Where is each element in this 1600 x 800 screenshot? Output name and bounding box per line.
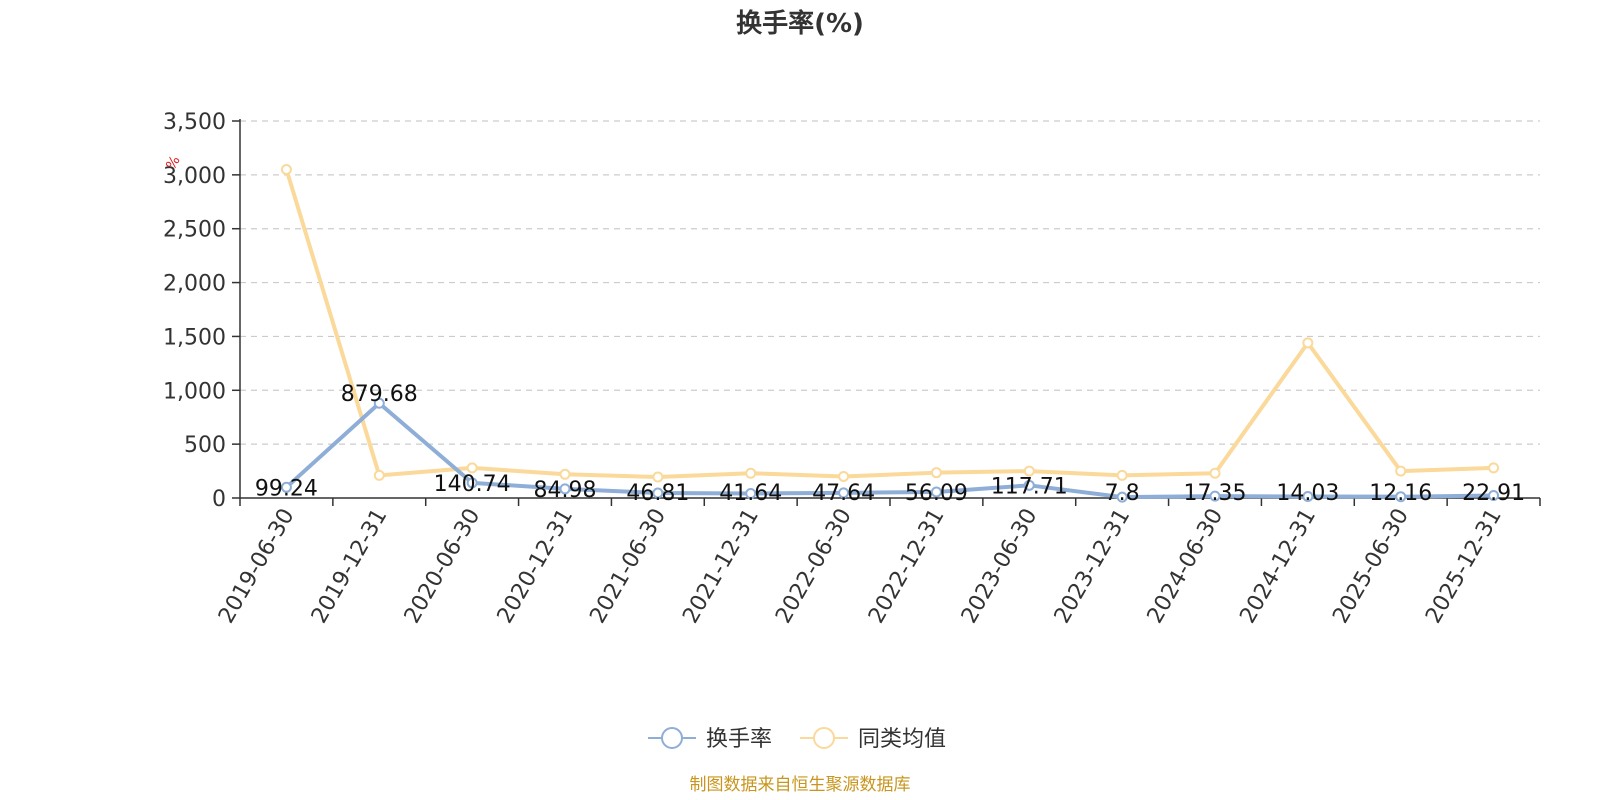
series-line-turnover — [285, 401, 1494, 500]
legend[interactable]: 换手率 同类均值 — [648, 727, 946, 752]
data-label-turnover: 56.09 — [905, 481, 968, 506]
x-tick-label: 2025-06-30 — [1328, 505, 1414, 628]
x-tick-label: 2022-12-31 — [864, 505, 950, 628]
data-point-peer-average — [559, 468, 571, 480]
data-point-turnover — [838, 487, 850, 499]
data-label-turnover: 47.64 — [812, 481, 875, 506]
x-tick-label: 2023-12-31 — [1050, 505, 1136, 628]
data-label-turnover: 7.8 — [1105, 481, 1140, 506]
y-tick-label: 1,500 — [163, 325, 226, 350]
y-tick-label: 2,000 — [163, 272, 226, 297]
legend-label-turnover: 换手率 — [706, 727, 772, 752]
data-label-turnover: 12.16 — [1369, 481, 1432, 506]
legend-marker-peer-average — [813, 727, 835, 749]
x-tick-label: 2023-06-30 — [957, 505, 1043, 628]
data-point-peer-average — [1023, 465, 1035, 477]
data-point-peer-average — [1209, 467, 1221, 479]
data-point-peer-average — [838, 470, 850, 482]
chart-title: 换手率(%) — [736, 8, 864, 39]
x-tick-label: 2020-12-31 — [493, 505, 579, 628]
data-point-peer-average — [1488, 462, 1500, 474]
source-note: 制图数据来自恒生聚源数据库 — [690, 775, 911, 795]
data-labels: 99.24 879.68 140.74 84.98 46.81 41.64 47.64 56.… — [255, 382, 1525, 506]
data-point-peer-average — [466, 462, 478, 474]
data-point-turnover — [280, 481, 292, 493]
data-point-peer-average — [745, 467, 757, 479]
data-point-turnover — [652, 487, 664, 499]
data-point-turnover — [930, 486, 942, 498]
data-label-turnover: 117.71 — [991, 474, 1068, 499]
legend-label-peer-average: 同类均值 — [858, 727, 946, 752]
data-label-turnover: 879.68 — [341, 382, 418, 407]
data-point-peer-average — [1116, 469, 1128, 481]
y-tick-label: 3,500 — [163, 110, 226, 135]
legend-item-turnover[interactable]: 换手率 — [648, 727, 772, 752]
data-point-turnover — [745, 488, 757, 500]
series-lines — [280, 163, 1500, 503]
data-label-turnover: 17.35 — [1184, 481, 1247, 506]
data-point-turnover — [466, 477, 478, 489]
data-label-turnover: 84.98 — [534, 478, 597, 503]
data-point-turnover — [373, 397, 385, 409]
series-line-peer-average — [284, 168, 1494, 479]
data-point-peer-average — [652, 471, 664, 483]
x-tick-label: 2021-06-30 — [585, 505, 671, 628]
x-axis: 2019-06-30 2019-12-31 2020-06-30 2020-12-31… — [214, 497, 1541, 628]
data-point-peer-average — [930, 467, 942, 479]
data-label-turnover: 22.91 — [1462, 481, 1525, 506]
data-label-turnover: 14.03 — [1276, 481, 1339, 506]
legend-item-peer-average[interactable]: 同类均值 — [800, 727, 946, 752]
x-tick-label: 2020-06-30 — [400, 504, 486, 627]
y-axis: 0 500 1,000 1,500 2,000 2,500 3,000 3,500 — [163, 110, 241, 512]
data-point-turnover — [559, 483, 571, 495]
data-point-turnover — [1395, 491, 1407, 503]
x-tick-label: 2024-12-31 — [1235, 505, 1321, 628]
data-point-turnover — [1302, 490, 1314, 502]
data-label-turnover: 140.74 — [434, 472, 511, 497]
legend-marker-turnover — [661, 727, 683, 749]
x-tick-label: 2019-06-30 — [214, 505, 300, 628]
data-label-turnover: 46.81 — [626, 481, 689, 506]
x-tick-label: 2021-12-31 — [678, 505, 764, 628]
data-point-peer-average — [1395, 465, 1407, 477]
data-point-turnover — [1209, 490, 1221, 502]
data-point-turnover — [1488, 490, 1500, 502]
x-tick-label: 2022-06-30 — [771, 505, 857, 628]
data-point-peer-average — [1302, 337, 1314, 349]
data-label-turnover: 99.24 — [255, 476, 318, 501]
x-tick-label: 2024-06-30 — [1143, 505, 1229, 628]
data-point-turnover — [1116, 491, 1128, 503]
grid-lines — [240, 120, 1540, 445]
data-point-peer-average — [280, 163, 292, 175]
data-label-turnover: 41.64 — [719, 481, 782, 506]
x-tick-label: 2019-12-31 — [307, 505, 393, 628]
y-tick-label: 3,000 — [163, 164, 226, 189]
y-tick-label: 1,000 — [163, 379, 226, 404]
y-tick-label: 500 — [184, 433, 226, 458]
x-tick-label: 2025-12-31 — [1421, 505, 1507, 628]
y-tick-label: 2,500 — [163, 218, 226, 243]
data-point-turnover — [1023, 479, 1035, 491]
y-tick-label: 0 — [212, 487, 226, 512]
data-point-peer-average — [373, 469, 385, 481]
